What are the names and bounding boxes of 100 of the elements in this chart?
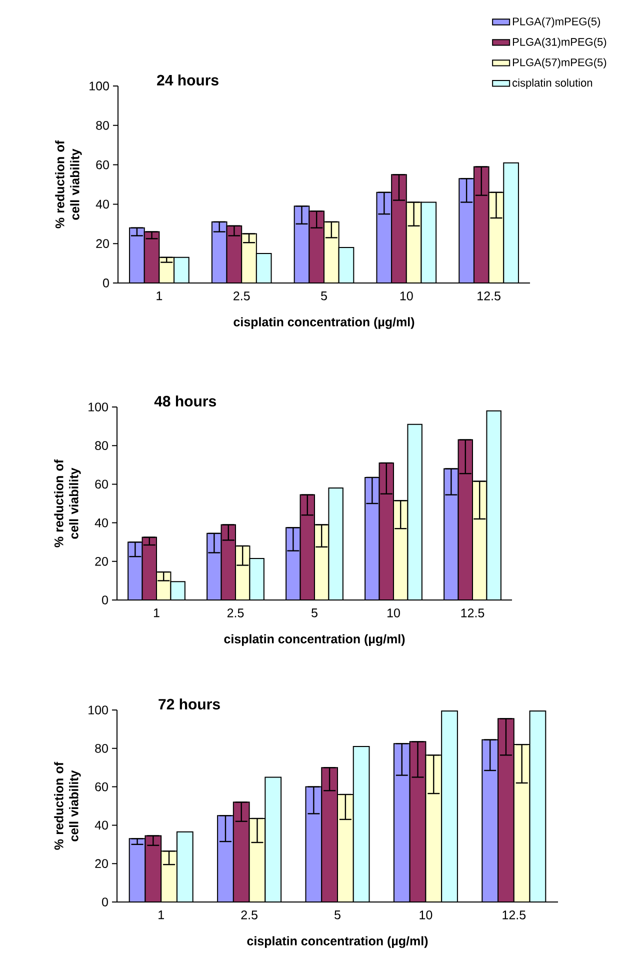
y-tick-label: 20 bbox=[95, 859, 108, 868]
y-tick-label: 40 bbox=[94, 518, 108, 528]
y-tick-label: 80 bbox=[95, 744, 108, 753]
bar bbox=[444, 468, 459, 600]
x-tick-label: 12.5 bbox=[461, 608, 484, 618]
bar bbox=[322, 768, 338, 902]
y-tick-label: 100 bbox=[88, 402, 108, 412]
bar bbox=[212, 222, 227, 283]
bar bbox=[221, 524, 236, 600]
chart-title: 72 hours bbox=[158, 698, 220, 710]
bar bbox=[426, 755, 442, 902]
x-tick-label: 5 bbox=[312, 608, 318, 618]
bar bbox=[353, 746, 370, 902]
bar bbox=[314, 524, 329, 600]
bar bbox=[300, 494, 314, 600]
y-tick-label: 20 bbox=[96, 239, 109, 248]
bar bbox=[338, 794, 354, 902]
y-tick-label: 60 bbox=[95, 782, 108, 792]
x-tick-label: 1 bbox=[158, 910, 164, 920]
bar bbox=[309, 211, 324, 283]
y-axis-title: % reduction of cell viability bbox=[55, 140, 82, 228]
bar bbox=[328, 488, 343, 600]
x-tick-label: 12.5 bbox=[502, 910, 526, 920]
bar bbox=[488, 192, 504, 283]
x-axis-title: cisplatin concentration (µg/ml) bbox=[247, 936, 428, 948]
y-axis-title: % reduction of cell viability bbox=[54, 459, 81, 548]
x-tick-label: 1 bbox=[154, 608, 160, 618]
bar bbox=[226, 226, 242, 283]
bar bbox=[365, 477, 380, 600]
bar bbox=[376, 192, 392, 283]
bar bbox=[256, 253, 272, 283]
x-tick-label: 10 bbox=[388, 608, 400, 618]
bar bbox=[242, 234, 256, 283]
bar bbox=[458, 439, 473, 600]
bar bbox=[392, 174, 406, 283]
y-tick-label: 100 bbox=[88, 706, 108, 714]
bar bbox=[265, 777, 282, 902]
x-axis-title: cisplatin concentration (µg/ml) bbox=[224, 634, 405, 646]
bar bbox=[250, 558, 264, 600]
bar bbox=[513, 744, 530, 902]
bar bbox=[174, 257, 189, 283]
y-tick-label: 80 bbox=[96, 120, 109, 130]
bar bbox=[324, 222, 339, 283]
bar bbox=[410, 742, 426, 902]
x-tick-label: 2.5 bbox=[227, 608, 244, 618]
bar bbox=[458, 178, 474, 283]
y-tick-label: 0 bbox=[102, 596, 108, 604]
x-tick-label: 5 bbox=[321, 292, 327, 300]
bar bbox=[130, 228, 144, 283]
legend-label: PLGA(31)mPEG(5) bbox=[512, 38, 606, 48]
bar bbox=[421, 202, 436, 283]
bar bbox=[249, 818, 266, 902]
bar bbox=[408, 424, 422, 600]
bar bbox=[406, 202, 422, 283]
x-tick-label: 2.5 bbox=[241, 910, 258, 920]
legend-label: PLGA(7)mPEG(5) bbox=[512, 17, 600, 28]
bar bbox=[233, 802, 250, 902]
y-tick-label: 60 bbox=[95, 480, 108, 489]
y-tick-label: 40 bbox=[96, 200, 109, 209]
x-axis-title: cisplatin concentration (µg/ml) bbox=[234, 317, 414, 329]
y-tick-label: 20 bbox=[95, 556, 108, 566]
bar bbox=[176, 832, 193, 902]
y-axis-title: % reduction of cell viability bbox=[54, 762, 81, 850]
y-tick-label: 0 bbox=[103, 278, 109, 288]
bar bbox=[142, 537, 156, 600]
y-tick-label: 40 bbox=[94, 820, 108, 830]
bar bbox=[482, 739, 499, 902]
y-tick-label: 100 bbox=[90, 82, 109, 90]
x-tick-label: 10 bbox=[420, 910, 432, 920]
x-tick-label: 1 bbox=[156, 292, 162, 300]
bar bbox=[207, 533, 222, 600]
bar bbox=[379, 462, 394, 600]
bar bbox=[442, 710, 458, 902]
x-tick-label: 10 bbox=[400, 292, 413, 300]
bar bbox=[473, 166, 490, 283]
bar bbox=[306, 786, 322, 902]
y-tick-label: 0 bbox=[102, 898, 108, 906]
bar bbox=[294, 206, 310, 283]
bar bbox=[503, 162, 519, 283]
bar bbox=[161, 851, 177, 902]
legend-label: PLGA(57)mPEG(5) bbox=[512, 58, 606, 68]
bar bbox=[170, 582, 185, 600]
chart-title: 48 hours bbox=[154, 396, 216, 407]
bar bbox=[529, 710, 546, 902]
bar bbox=[472, 480, 488, 600]
y-tick-label: 60 bbox=[96, 160, 109, 170]
bar bbox=[145, 836, 162, 902]
bar bbox=[218, 816, 234, 902]
legend-label: cisplatin solution bbox=[512, 78, 592, 89]
bar bbox=[129, 838, 146, 902]
bar bbox=[498, 718, 514, 902]
x-tick-label: 2.5 bbox=[234, 292, 250, 300]
y-tick-label: 80 bbox=[95, 441, 108, 450]
bar bbox=[286, 528, 300, 600]
bar bbox=[486, 410, 502, 600]
bar bbox=[394, 744, 410, 902]
x-tick-label: 12.5 bbox=[478, 292, 500, 300]
bar bbox=[128, 542, 142, 600]
x-tick-label: 5 bbox=[334, 910, 340, 920]
bar bbox=[394, 500, 408, 600]
